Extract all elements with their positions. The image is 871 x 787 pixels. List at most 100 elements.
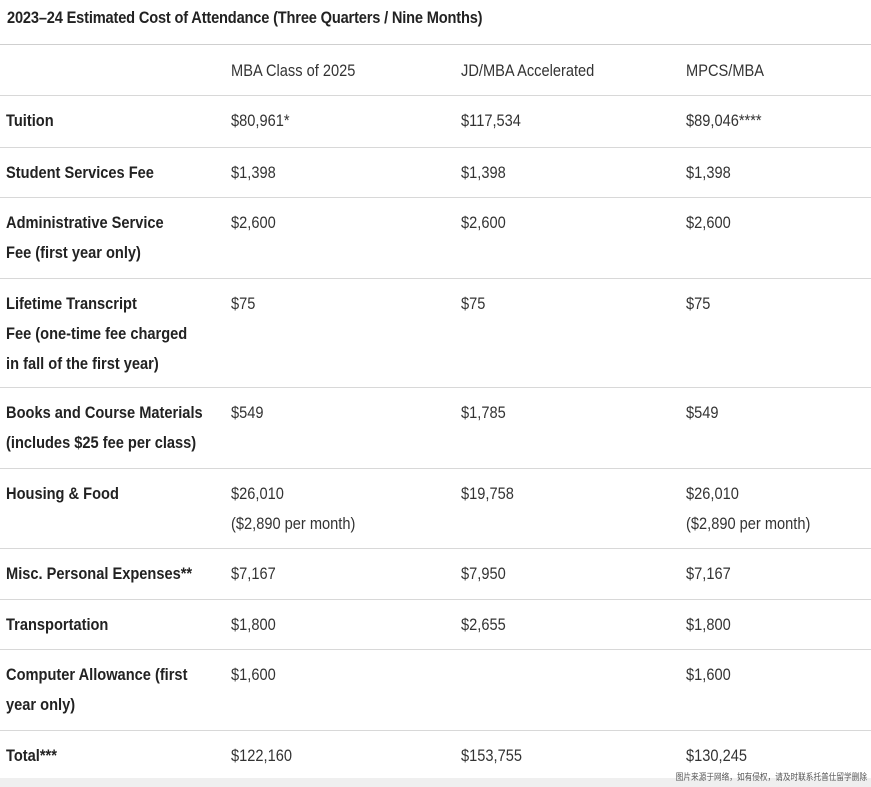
row-label-cell: Lifetime Transcript Fee (one-time fee cha…: [0, 279, 225, 388]
value-cell-mba: $80,961*: [225, 96, 455, 148]
value-line: $75: [686, 294, 711, 313]
value-cell-mpcsmba: $7,167: [680, 549, 871, 600]
value-cell-jdmba: $2,600: [455, 198, 680, 279]
cost-table: MBA Class of 2025 JD/MBA Accelerated MPC…: [0, 44, 871, 781]
row-label-cell: Books and Course Materials (includes $25 …: [0, 388, 225, 469]
row-label-line: Housing & Food: [6, 484, 119, 503]
value-line: $7,167: [231, 564, 276, 583]
value-line: $130,245: [686, 746, 747, 765]
row-label-line: Transportation: [6, 615, 109, 634]
table-row: Tuition $80,961* $117,534 $89,046****: [0, 95, 871, 148]
value-cell-mba: $75: [225, 279, 455, 388]
cost-table-body: MBA Class of 2025 JD/MBA Accelerated MPC…: [0, 44, 871, 781]
row-label-line: Student Services Fee: [6, 163, 154, 182]
row-label-line: Administrative Service: [6, 213, 164, 232]
value-cell-mba: $122,160: [225, 731, 455, 781]
value-cell-jdmba: [455, 650, 680, 731]
row-label-cell: Total***: [0, 731, 225, 781]
value-cell-mba: $26,010 ($2,890 per month): [225, 469, 455, 549]
value-cell-mpcsmba: $89,046****: [680, 96, 871, 148]
row-label-line: year only): [6, 695, 76, 714]
row-label-line: Lifetime Transcript: [6, 294, 137, 313]
value-cell-jdmba: $117,534: [455, 96, 680, 148]
row-label-cell: Student Services Fee: [0, 148, 225, 198]
row-label-line: Tuition: [6, 111, 54, 130]
value-cell-jdmba: $1,398: [455, 148, 680, 198]
value-line: $549: [231, 403, 264, 422]
value-line: $2,600: [686, 213, 731, 232]
table-row: Total*** $122,160 $153,755 $130,245: [0, 730, 871, 781]
value-cell-mpcsmba: $75: [680, 279, 871, 388]
value-line: $75: [231, 294, 256, 313]
table-row: Lifetime Transcript Fee (one-time fee cha…: [0, 278, 871, 388]
header-cell-mba: MBA Class of 2025: [231, 61, 356, 80]
value-line: $7,167: [686, 564, 731, 583]
value-line: $80,961*: [231, 111, 290, 130]
value-line: $1,398: [231, 163, 276, 182]
value-cell-jdmba: $19,758: [455, 469, 680, 549]
row-label-line: Computer Allowance (first: [6, 665, 188, 684]
value-cell-mpcsmba: $2,600: [680, 198, 871, 279]
table-row: Administrative Service Fee (first year on…: [0, 197, 871, 279]
value-line: $26,010: [231, 484, 284, 503]
row-label-cell: Tuition: [0, 96, 225, 148]
value-line: $2,655: [461, 615, 506, 634]
row-label-cell: Misc. Personal Expenses**: [0, 549, 225, 600]
value-line: $2,600: [461, 213, 506, 232]
table-row: Computer Allowance (first year only) $1,60…: [0, 649, 871, 731]
value-line: ($2,890 per month): [231, 514, 356, 533]
row-label-cell: Computer Allowance (first year only): [0, 650, 225, 731]
value-cell-mpcsmba: $1,398: [680, 148, 871, 198]
value-line: $19,758: [461, 484, 514, 503]
row-label-line: Fee (first year only): [6, 243, 141, 262]
value-cell-mba: $549: [225, 388, 455, 469]
value-line: $1,398: [686, 163, 731, 182]
table-title: 2023–24 Estimated Cost of Attendance (Th…: [7, 8, 483, 27]
value-cell-jdmba: $75: [455, 279, 680, 388]
value-cell-mba: $1,800: [225, 600, 455, 650]
value-line: $1,785: [461, 403, 506, 422]
value-line: ($2,890 per month): [686, 514, 811, 533]
value-cell-mpcsmba: $1,800: [680, 600, 871, 650]
value-line: $2,600: [231, 213, 276, 232]
value-cell-mba: $1,600: [225, 650, 455, 731]
value-line: $89,046****: [686, 111, 762, 130]
row-label-cell: Transportation: [0, 600, 225, 650]
header-cell-jdmba: JD/MBA Accelerated: [461, 61, 595, 80]
value-cell-mba: $2,600: [225, 198, 455, 279]
row-label-cell: Administrative Service Fee (first year on…: [0, 198, 225, 279]
value-cell-mpcsmba: $26,010 ($2,890 per month): [680, 469, 871, 549]
table-row: Housing & Food $26,010 ($2,890 per month) $…: [0, 468, 871, 549]
value-cell-jdmba: $2,655: [455, 600, 680, 650]
value-cell-mpcsmba: $130,245: [680, 731, 871, 781]
value-cell-jdmba: $7,950: [455, 549, 680, 600]
value-cell-mba: $1,398: [225, 148, 455, 198]
row-label-line: Total***: [6, 746, 57, 765]
value-cell-mpcsmba: $1,600: [680, 650, 871, 731]
header-row: MBA Class of 2025 JD/MBA Accelerated MPC…: [0, 44, 871, 96]
table-row: Student Services Fee $1,398 $1,398 $1,398: [0, 147, 871, 198]
value-cell-jdmba: $1,785: [455, 388, 680, 469]
value-line: $117,534: [461, 111, 521, 130]
row-label-cell: Housing & Food: [0, 469, 225, 549]
row-label-line: Books and Course Materials: [6, 403, 203, 422]
value-line: $75: [461, 294, 486, 313]
row-label-line: (includes $25 fee per class): [6, 433, 197, 452]
value-line: $122,160: [231, 746, 292, 765]
header-cell-empty: [0, 45, 225, 96]
header-cell-mpcsmba: MPCS/MBA: [686, 61, 765, 80]
value-line: $153,755: [461, 746, 522, 765]
value-line: $1,800: [231, 615, 276, 634]
watermark-text: 图片来源于网络，如有侵权，请及时联系托普仕留学删除: [675, 773, 867, 783]
table-row: Transportation $1,800 $2,655 $1,800: [0, 599, 871, 650]
value-line: $549: [686, 403, 719, 422]
row-label-line: Misc. Personal Expenses**: [6, 564, 193, 583]
value-cell-mpcsmba: $549: [680, 388, 871, 469]
value-line: $1,398: [461, 163, 506, 182]
value-line: $26,010: [686, 484, 739, 503]
bottom-bar: [0, 778, 871, 787]
value-line: $1,600: [231, 665, 276, 684]
row-label-line: in fall of the first year): [6, 354, 159, 373]
value-line: $1,800: [686, 615, 731, 634]
